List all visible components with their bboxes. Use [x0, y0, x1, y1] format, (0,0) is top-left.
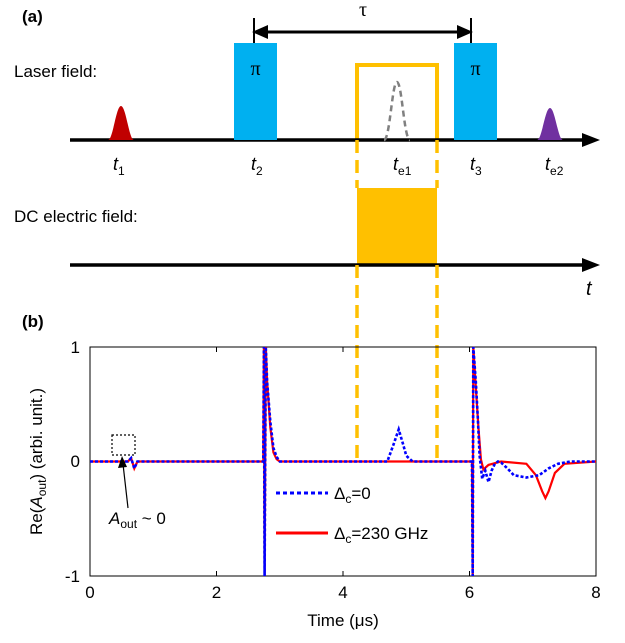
- y-tick-0: 0: [71, 452, 80, 471]
- pi-label-t3: π: [470, 58, 480, 80]
- annotation-arrow: [118, 456, 129, 509]
- tau-arrow: [252, 18, 473, 46]
- legend-label-dc230: Δc=230 GHz: [334, 524, 428, 546]
- y-tick-1: 1: [71, 338, 80, 357]
- time-label-t2: t2: [251, 154, 263, 178]
- y-tick-neg1: -1: [65, 567, 80, 586]
- tau-label: τ: [359, 0, 367, 21]
- laser-time-axis: [70, 133, 600, 147]
- laser-field-label: Laser field:: [14, 62, 97, 81]
- legend: Δc=0 Δc=230 GHz: [276, 484, 428, 546]
- y-axis-label: Re(Aout) (arbi. unit.): [27, 388, 49, 535]
- time-label-t3: t3: [470, 154, 482, 178]
- series-line-dc0: [90, 346, 596, 577]
- dc-field-box: [357, 188, 437, 265]
- dc-field-label: DC electric field:: [14, 207, 138, 226]
- panel-b-label: (b): [22, 312, 44, 331]
- time-label-t1: t1: [113, 154, 125, 178]
- x-tick-8: 8: [591, 583, 600, 602]
- x-tick-4: 4: [338, 583, 347, 602]
- pi-label-t2: π: [250, 58, 260, 80]
- x-tick-2: 2: [212, 583, 221, 602]
- pi-pulse-t2: [234, 43, 277, 140]
- panel-a-label: (a): [22, 7, 43, 26]
- legend-label-dc0: Δc=0: [334, 484, 371, 506]
- dc-window-outline: [355, 63, 439, 140]
- time-label-te1: te1: [393, 154, 412, 178]
- annotation-box: [111, 434, 136, 456]
- pi-pulse-t3: [454, 43, 497, 140]
- purple-pulse-te2: [537, 108, 563, 140]
- echo-dashed-te1: [382, 80, 412, 142]
- annotation-label: Aout ~ 0: [108, 509, 166, 531]
- t-axis-label: t: [586, 278, 593, 300]
- x-tick-6: 6: [465, 583, 474, 602]
- dc-time-axis: [70, 258, 600, 272]
- dc-projection-lines: [355, 140, 439, 462]
- time-label-te2: te2: [545, 154, 564, 178]
- series-layer: [90, 346, 597, 577]
- red-pulse-t1: [108, 106, 134, 140]
- x-axis-label: Time (μs): [307, 611, 379, 630]
- x-tick-0: 0: [85, 583, 94, 602]
